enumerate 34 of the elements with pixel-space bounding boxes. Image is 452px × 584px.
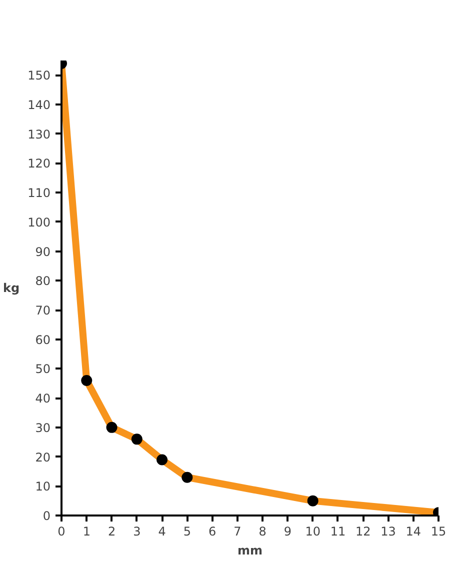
x-tick-label: 7 bbox=[234, 524, 242, 538]
x-tick-label: 15 bbox=[430, 524, 446, 538]
y-tick-label: 130 bbox=[28, 127, 50, 142]
y-tick-label: 60 bbox=[35, 332, 51, 347]
y-tick-label: 70 bbox=[35, 304, 51, 318]
y-tick-label: 120 bbox=[28, 156, 50, 171]
x-tick-label: 9 bbox=[284, 524, 292, 538]
y-tick-label: 110 bbox=[28, 186, 50, 200]
x-tick-label: 10 bbox=[305, 524, 320, 538]
y-tick-label: 20 bbox=[35, 450, 51, 464]
y-tick-label: 100 bbox=[28, 215, 50, 230]
y-tick-label: 0 bbox=[42, 509, 51, 523]
x-tick-label: 13 bbox=[380, 524, 396, 538]
x-axis-title: mm bbox=[237, 544, 263, 558]
y-tick-label: 10 bbox=[35, 480, 51, 494]
x-tick-label: 2 bbox=[108, 524, 116, 538]
x-tick-label: 5 bbox=[183, 524, 191, 538]
x-tick-label: 8 bbox=[258, 524, 266, 538]
y-tick-label: 90 bbox=[35, 244, 51, 259]
x-tick-label: 6 bbox=[208, 524, 216, 538]
x-tick-label: 11 bbox=[330, 524, 346, 538]
x-tick-label: 0 bbox=[58, 524, 66, 538]
y-tick-label: 80 bbox=[35, 274, 51, 288]
y-tick-label: 50 bbox=[35, 362, 51, 376]
x-tick-label: 14 bbox=[406, 524, 422, 538]
y-tick-label: 30 bbox=[35, 420, 51, 435]
x-tick-label: 12 bbox=[355, 524, 371, 538]
y-tick-label: 150 bbox=[28, 68, 50, 83]
x-tick-label: 4 bbox=[158, 524, 166, 538]
x-tick-label: 1 bbox=[82, 524, 90, 538]
x-tick-label: 3 bbox=[133, 524, 141, 538]
y-tick-label: 40 bbox=[35, 392, 51, 406]
y-tick-label: 140 bbox=[28, 98, 50, 112]
y-axis-title: kg bbox=[3, 281, 20, 295]
